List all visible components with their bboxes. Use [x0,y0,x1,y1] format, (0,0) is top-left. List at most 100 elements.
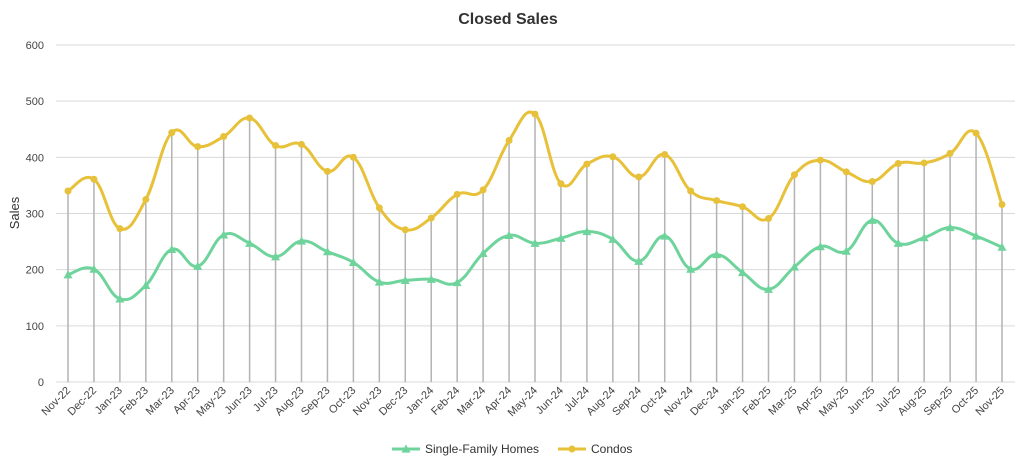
x-tick-label: Jun-24 [534,385,566,417]
legend: Single-Family Homes Condos [392,442,632,456]
data-point-single-family-homes [660,231,670,240]
y-tick-label: 600 [26,40,44,52]
data-point-single-family-homes [89,264,99,273]
data-point-single-family-homes [245,238,255,247]
data-point-single-family-homes [686,264,696,273]
data-point-condos [349,153,357,161]
data-point-condos [972,129,980,137]
data-point-single-family-homes [530,238,540,247]
data-point-single-family-homes [582,226,592,236]
data-point-condos [531,110,539,118]
x-tick-label: Dec-23 [377,385,411,419]
data-point-condos [427,214,435,222]
data-point-single-family-homes [322,247,332,256]
x-tick-label: Jun-23 [222,385,254,417]
data-point-condos [375,204,383,212]
x-tick-label: Sep-23 [299,385,333,419]
data-point-condos [739,203,747,211]
data-point-condos [713,197,721,205]
y-axis-ticks: 0 100 200 300 400 500 600 [26,40,44,389]
data-point-condos [116,225,124,233]
data-point-single-family-homes [115,294,125,303]
legend-marker [568,445,576,453]
data-point-condos [323,167,331,175]
data-point-condos [246,114,254,122]
data-point-condos [868,177,876,185]
data-point-single-family-homes [841,246,851,255]
data-point-single-family-homes [504,230,514,240]
data-point-single-family-homes [971,231,981,240]
data-point-single-family-homes [556,233,566,242]
data-point-single-family-homes [815,242,825,251]
data-point-single-family-homes [219,230,229,239]
data-point-single-family-homes [297,236,306,245]
y-tick-label: 500 [26,96,44,108]
series-condos [64,110,1006,234]
y-tick-label: 100 [26,321,44,333]
data-point-single-family-homes [893,238,903,247]
legend-item-condos[interactable]: Condos [558,442,632,456]
data-point-condos [479,186,487,194]
data-point-single-family-homes [167,244,177,254]
data-point-single-family-homes [764,284,773,293]
y-tick-label: 300 [26,209,44,221]
data-point-condos [998,201,1006,209]
data-point-condos [842,168,850,176]
data-point-condos [557,180,565,188]
data-point-single-family-homes [348,257,358,266]
x-tick-label: Dec-22 [66,385,100,419]
data-point-condos [220,133,228,141]
data-point-single-family-homes [738,267,748,277]
data-point-single-family-homes [141,280,151,289]
data-point-single-family-homes [452,278,462,287]
data-point-condos [583,160,591,168]
data-point-single-family-homes [945,223,955,232]
chart-title: Closed Sales [458,11,558,28]
x-tick-label: Mar-25 [766,385,799,418]
x-tick-label: May-24 [506,385,540,419]
x-tick-label: May-25 [817,385,851,419]
data-point-condos [142,195,150,203]
data-point-condos [816,156,824,164]
legend-label: Condos [591,442,632,456]
legend-marker [401,444,411,453]
data-point-condos [64,187,72,195]
legend-label: Single-Family Homes [425,442,539,456]
drop-lines [67,114,1003,382]
x-axis-ticks: Nov-22Dec-22Jan-23Feb-23Mar-23Apr-23May-… [40,385,1008,419]
x-tick-label: Nov-25 [974,385,1008,419]
x-tick-label: Sep-25 [922,385,956,419]
data-point-condos [661,151,669,159]
data-point-condos [687,187,695,195]
data-point-single-family-homes [608,234,618,243]
data-point-single-family-homes [712,250,722,259]
data-point-condos [635,173,643,181]
data-point-condos [609,153,617,161]
data-point-condos [401,226,409,234]
series-layer [63,110,1007,303]
y-tick-label: 0 [38,377,44,389]
data-point-condos [453,190,461,198]
data-point-condos [894,160,902,168]
data-point-single-family-homes [919,233,929,242]
legend-item-single-family-homes[interactable]: Single-Family Homes [392,442,539,456]
data-point-single-family-homes [789,262,799,271]
data-point-single-family-homes [271,252,281,261]
data-point-single-family-homes [400,275,410,284]
y-tick-label: 200 [26,265,44,277]
data-point-condos [790,171,798,179]
x-tick-label: May-23 [194,385,228,419]
x-tick-label: Dec-24 [688,385,722,419]
data-point-single-family-homes [634,256,644,265]
x-tick-label: Mar-23 [144,385,177,418]
y-axis-label: Sales [7,196,22,229]
data-point-condos [298,140,305,148]
y-tick-label: 400 [26,152,44,164]
data-point-condos [90,175,98,183]
data-point-single-family-homes [997,242,1007,251]
data-point-condos [168,129,176,137]
data-point-single-family-homes [63,270,73,279]
x-tick-label: Sep-24 [610,385,644,419]
